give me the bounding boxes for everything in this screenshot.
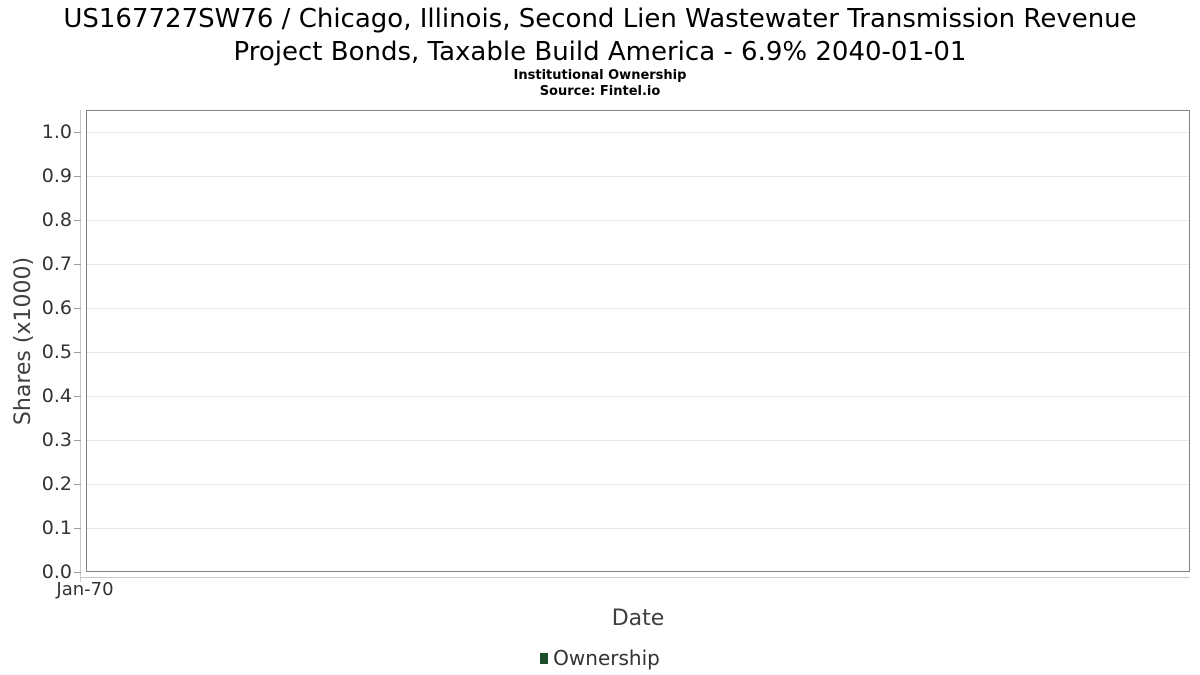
- x-axis-line: [80, 577, 1190, 578]
- y-tick-mark: [74, 484, 81, 485]
- y-tick-mark: [74, 220, 81, 221]
- y-tick-label: 0.7: [41, 253, 72, 275]
- legend-item-ownership[interactable]: Ownership: [540, 646, 660, 670]
- x-tick-label: Jan-70: [56, 579, 114, 600]
- chart-source: Source: Fintel.io: [539, 84, 661, 99]
- y-gridline: [87, 308, 1189, 309]
- y-tick-mark: [74, 264, 81, 265]
- legend-item-label: Ownership: [553, 646, 660, 670]
- y-tick-label: 0.8: [41, 209, 72, 231]
- y-gridline: [87, 440, 1189, 441]
- y-tick-label: 0.3: [41, 429, 72, 451]
- y-tick-mark: [74, 352, 81, 353]
- y-gridline: [87, 176, 1189, 177]
- y-tick-label: 0.5: [41, 341, 72, 363]
- legend: Ownership: [0, 646, 1200, 670]
- plot-area: [86, 110, 1190, 572]
- y-tick-label: 0.0: [41, 561, 72, 583]
- y-tick-mark: [74, 132, 81, 133]
- y-tick-label: 1.0: [41, 121, 72, 143]
- chart-title-line-2: Project Bonds, Taxable Build America - 6…: [233, 37, 967, 67]
- y-tick-label: 0.1: [41, 517, 72, 539]
- y-tick-mark: [74, 308, 81, 309]
- ownership-series-marker-icon: [540, 652, 549, 664]
- y-tick-mark: [74, 396, 81, 397]
- y-gridline: [87, 528, 1189, 529]
- y-tick-label: 0.4: [41, 385, 72, 407]
- y-gridline: [87, 132, 1189, 133]
- y-tick-mark: [74, 572, 81, 573]
- y-tick-mark: [74, 440, 81, 441]
- y-gridline: [87, 352, 1189, 353]
- y-tick-mark: [74, 176, 81, 177]
- y-tick-label: 0.9: [41, 165, 72, 187]
- y-gridline: [87, 396, 1189, 397]
- y-tick-label: 0.6: [41, 297, 72, 319]
- y-gridline: [87, 220, 1189, 221]
- y-gridline: [87, 484, 1189, 485]
- chart-title-line-1: US167727SW76 / Chicago, Illinois, Second…: [63, 4, 1137, 34]
- y-gridline: [87, 264, 1189, 265]
- y-tick-mark: [74, 528, 81, 529]
- x-axis-title: Date: [611, 606, 665, 631]
- y-axis-line: [80, 110, 81, 582]
- chart-subtitle: Institutional Ownership: [513, 68, 687, 83]
- y-tick-label: 0.2: [41, 473, 72, 495]
